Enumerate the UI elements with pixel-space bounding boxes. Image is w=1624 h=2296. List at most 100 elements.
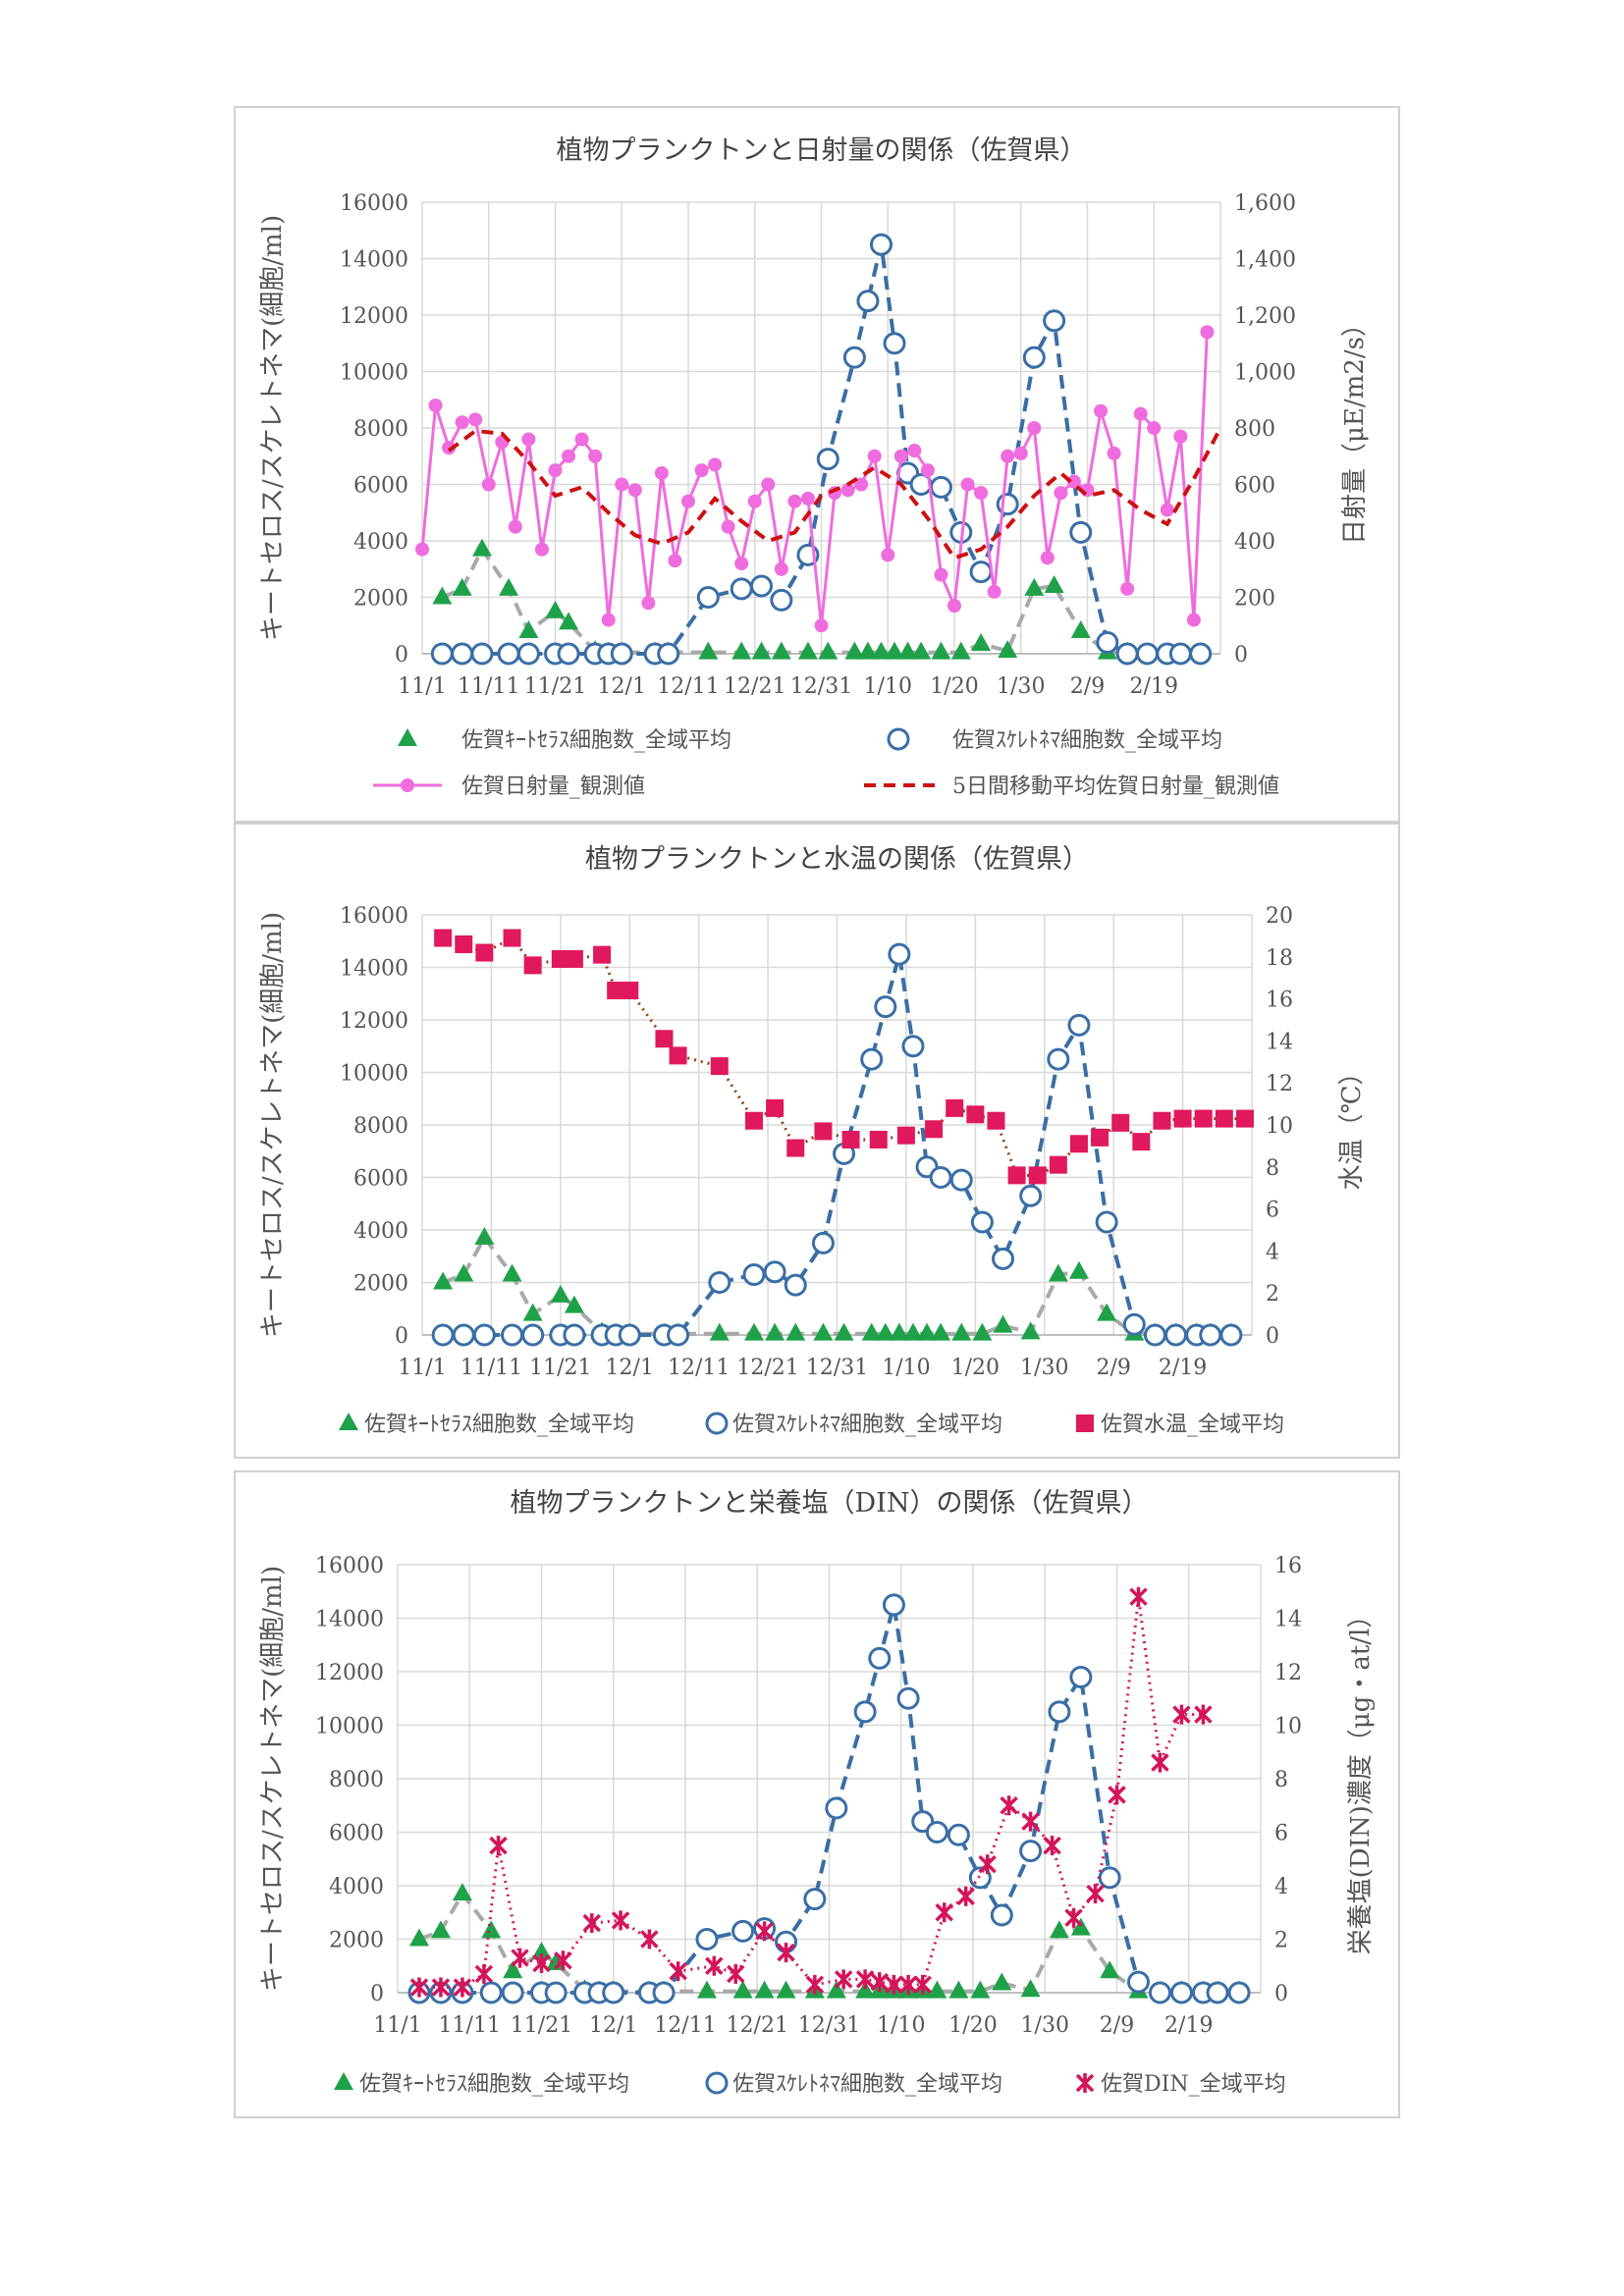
- data-point: [582, 1913, 602, 1934]
- data-point: [452, 1883, 472, 1901]
- left-tick-label: 14000: [340, 248, 408, 273]
- data-point: [442, 441, 457, 455]
- data-point: [1095, 1210, 1118, 1234]
- left-tick-label: 0: [395, 1324, 408, 1349]
- legend-item-skel: 佐賀ｽｹﾚﾄﾈﾏ細胞数_全域平均: [705, 1412, 1002, 1437]
- data-point: [452, 577, 472, 596]
- y-axis-title-right: 水温（℃）: [1337, 1059, 1367, 1190]
- x-tick-label: 1/10: [877, 2013, 925, 2038]
- left-tick-label: 8000: [353, 1114, 408, 1139]
- x-tick-label: 1/30: [997, 674, 1045, 699]
- data-point: [557, 642, 580, 666]
- data-point: [1019, 1184, 1043, 1207]
- data-point: [920, 463, 935, 478]
- x-tick-label: 11/1: [398, 1356, 446, 1380]
- data-point: [532, 1953, 551, 1974]
- data-point: [1200, 325, 1215, 340]
- data-point: [770, 588, 793, 612]
- right-tick-label: 6: [1274, 1822, 1288, 1846]
- chart-title: 植物プランクトンと水温の関係（佐賀県）: [585, 844, 1089, 875]
- right-tick-label: 10: [1266, 1114, 1293, 1139]
- data-point: [875, 1322, 895, 1341]
- data-point: [1160, 503, 1174, 517]
- data-point: [618, 1323, 641, 1347]
- legend-label: 佐賀ｷｰﾄｾﾗｽ細胞数_全域平均: [359, 2072, 629, 2097]
- data-point: [825, 1796, 848, 1820]
- left-tick-label: 16000: [315, 1554, 384, 1578]
- data-point: [774, 561, 788, 576]
- data-point: [696, 586, 720, 609]
- left-tick-label: 4000: [353, 1219, 408, 1244]
- data-point: [842, 346, 866, 369]
- data-point: [935, 1902, 953, 1923]
- y-axis-title-right: 日射量（μE/m2/s）: [1340, 311, 1370, 545]
- right-tick-label: 2: [1266, 1282, 1279, 1307]
- data-point: [853, 1700, 877, 1724]
- right-tick-label: 10: [1274, 1715, 1302, 1739]
- data-point: [931, 641, 951, 660]
- data-point: [1054, 486, 1068, 501]
- data-point: [1199, 1323, 1222, 1347]
- legend-marker: [1076, 1415, 1094, 1432]
- data-point: [948, 1980, 969, 1999]
- x-tick-label: 12/31: [790, 674, 852, 699]
- data-point: [797, 641, 818, 660]
- data-point: [844, 641, 865, 660]
- data-point: [1044, 575, 1064, 593]
- data-point: [750, 574, 774, 598]
- x-tick-label: 1/30: [1021, 2013, 1069, 2038]
- data-point: [949, 1168, 973, 1192]
- y-axis-title-left: キートセロス/スケレトネマ(細胞/ml): [258, 1566, 288, 1992]
- data-point: [451, 642, 474, 666]
- data-point: [1043, 309, 1066, 333]
- left-tick-label: 16000: [340, 904, 408, 929]
- x-tick-label: 1/20: [951, 1356, 1000, 1380]
- series-2: [434, 929, 1254, 1185]
- data-point: [1219, 1323, 1243, 1347]
- right-tick-label: 0: [1274, 1982, 1288, 2006]
- legend-item-chaet: 佐賀ｷｰﾄｾﾗｽ細胞数_全域平均: [339, 1413, 634, 1437]
- data-point: [761, 477, 776, 492]
- data-point: [732, 1980, 753, 1999]
- data-point: [1048, 1263, 1068, 1282]
- data-point: [929, 475, 952, 499]
- data-point: [867, 449, 882, 463]
- data-point: [869, 1130, 888, 1148]
- data-point: [698, 641, 719, 660]
- data-point: [813, 1322, 834, 1341]
- x-tick-label: 11/21: [524, 674, 586, 699]
- data-point: [785, 1322, 806, 1341]
- data-point: [987, 1111, 1005, 1130]
- data-point: [415, 542, 429, 557]
- data-point: [974, 486, 989, 501]
- legend-item-skel: 佐賀ｽｹﾚﾄﾈﾏ細胞数_全域平均: [887, 727, 1222, 753]
- data-point: [430, 642, 454, 666]
- left-tick-label: 4000: [329, 1875, 384, 1899]
- data-point: [695, 1928, 719, 1950]
- right-tick-label: 16: [1274, 1554, 1302, 1578]
- data-point: [898, 1974, 918, 1995]
- legend-item-chaet: 佐賀ｷｰﾄｾﾗｽ細胞数_全域平均: [398, 728, 731, 753]
- data-point: [1194, 1109, 1213, 1128]
- data-point: [925, 1120, 944, 1139]
- right-tick-label: 200: [1234, 587, 1275, 612]
- data-point: [747, 494, 762, 508]
- data-point: [502, 1263, 522, 1282]
- data-point: [1070, 1917, 1091, 1936]
- data-point: [1094, 403, 1109, 418]
- left-tick-label: 6000: [353, 1167, 408, 1192]
- data-point: [708, 457, 723, 472]
- data-point: [681, 494, 695, 508]
- data-point: [786, 1139, 805, 1157]
- right-tick-label: 8: [1274, 1768, 1288, 1792]
- legend-marker: [1075, 2073, 1095, 2093]
- series-line: [419, 1596, 1204, 1989]
- data-point: [1206, 1981, 1229, 2004]
- data-point: [1096, 631, 1119, 654]
- data-point: [960, 477, 975, 492]
- left-tick-label: 14000: [315, 1608, 384, 1632]
- data-point: [946, 1098, 964, 1117]
- data-point: [993, 1314, 1013, 1333]
- data-point: [1098, 1866, 1121, 1890]
- data-point: [917, 1322, 938, 1341]
